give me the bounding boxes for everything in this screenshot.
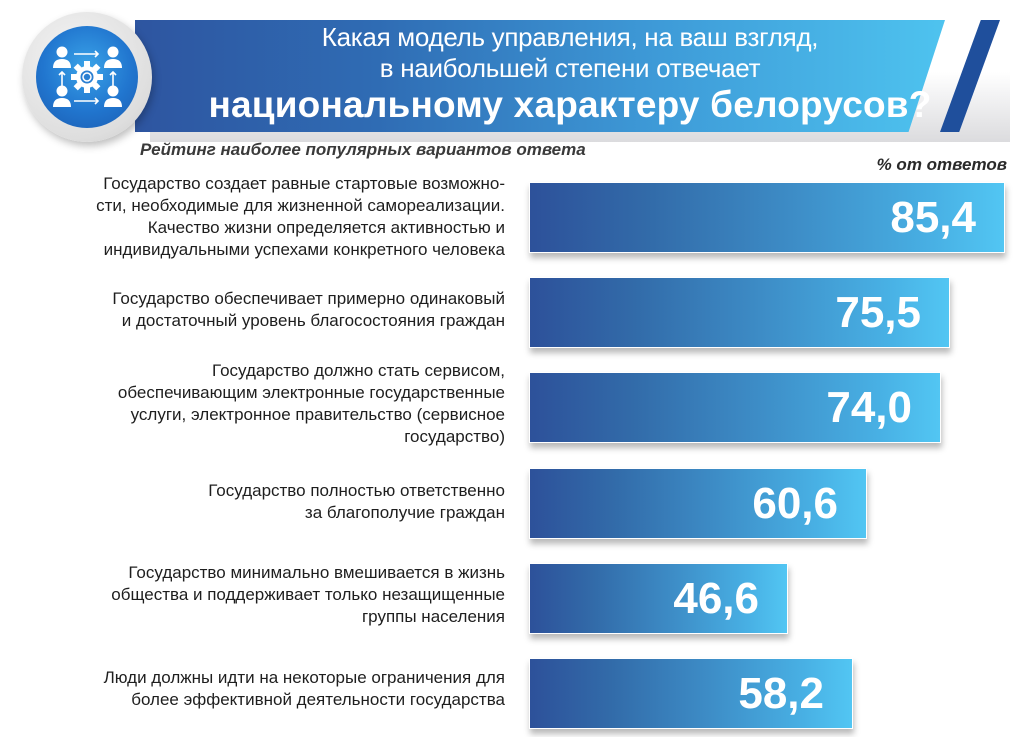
bar-label-1: Государство создает равные стартовые воз… bbox=[96, 174, 505, 259]
bar-label-2: Государство обеспечивает примерно одинак… bbox=[112, 289, 505, 330]
title-banner bbox=[135, 20, 945, 132]
title-line-1: Какая модель управления, на ваш взгляд, bbox=[321, 22, 819, 52]
bar-label-4: Государство полностью ответственно за бл… bbox=[208, 481, 505, 522]
bar-4: 60,6 bbox=[529, 468, 867, 539]
title-line-2: в наибольшей степени отвечает bbox=[379, 53, 761, 83]
bar-label-5: Государство минимально вмешивается в жиз… bbox=[111, 563, 505, 626]
bar-label-6: Люди должны идти на некоторые ограничени… bbox=[103, 668, 505, 709]
bar-value-3: 74,0 bbox=[826, 383, 912, 432]
chart-title: Какая модель управления, на ваш взгляд, … bbox=[190, 22, 950, 126]
bar-value-6: 58,2 bbox=[738, 669, 824, 718]
bar-value-1: 85,4 bbox=[890, 193, 976, 242]
bar-1: 85,4 bbox=[529, 182, 1005, 253]
bar-value-4: 60,6 bbox=[752, 479, 838, 528]
unit-label: % от ответов bbox=[876, 155, 1007, 174]
chart-subtitle: Рейтинг наиболее популярных вариантов от… bbox=[140, 140, 586, 159]
bar-6: 58,2 bbox=[529, 658, 853, 729]
bar-label-3: Государство должно стать сервисом, обесп… bbox=[117, 361, 505, 446]
bar-5: 46,6 bbox=[529, 563, 788, 634]
bar-value-2: 75,5 bbox=[835, 288, 921, 337]
people-gear-workflow-icon bbox=[36, 26, 138, 128]
title-line-3: национальному характеру белорусов? bbox=[208, 84, 932, 125]
bar-2: 75,5 bbox=[529, 277, 950, 348]
bar-3: 74,0 bbox=[529, 372, 941, 443]
bar-value-5: 46,6 bbox=[673, 574, 759, 623]
